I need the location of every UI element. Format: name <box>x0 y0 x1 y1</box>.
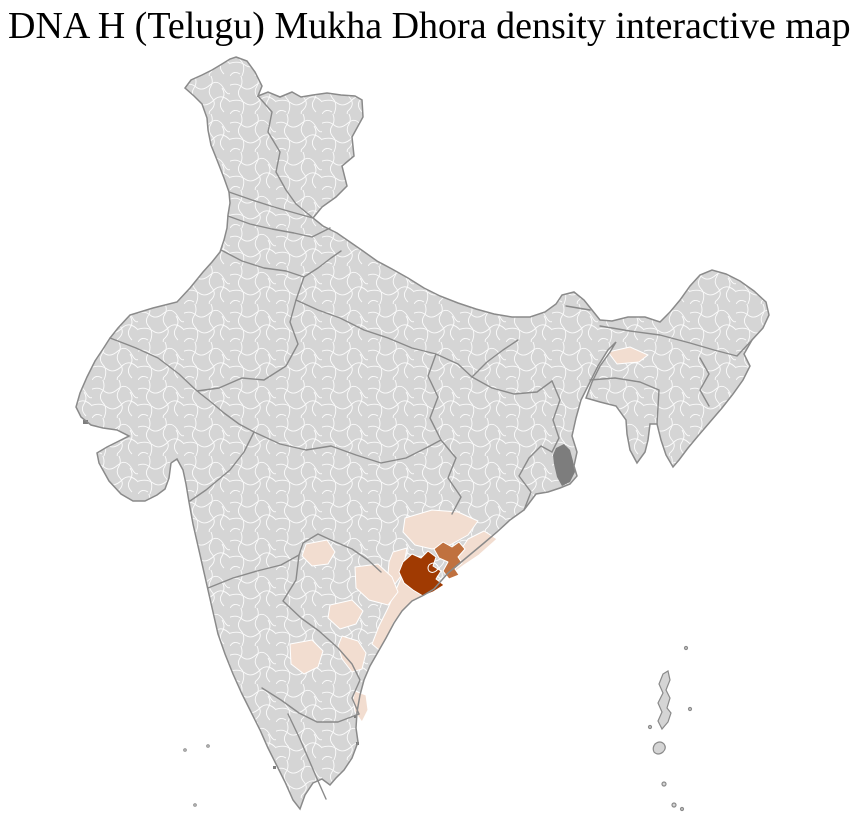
district-high-density[interactable] <box>398 550 445 597</box>
island[interactable] <box>657 670 672 731</box>
island[interactable] <box>687 706 693 712</box>
district-low-density[interactable] <box>354 563 399 606</box>
district-low-density[interactable] <box>402 509 479 550</box>
island[interactable] <box>183 748 187 752</box>
district-low-density[interactable] <box>607 346 649 365</box>
district-no-data[interactable] <box>83 420 88 424</box>
island[interactable] <box>206 744 210 748</box>
island[interactable] <box>671 802 677 808</box>
island[interactable] <box>652 741 666 755</box>
state-borders <box>109 95 753 800</box>
district-inner-boundary <box>427 562 442 580</box>
district-no-data[interactable] <box>553 444 575 486</box>
andaman-nicobar-islands[interactable] <box>647 645 693 812</box>
district-no-data[interactable] <box>273 766 276 769</box>
island[interactable] <box>661 781 667 787</box>
island[interactable] <box>679 806 685 812</box>
district-low-density[interactable] <box>327 599 364 630</box>
district-medium-density[interactable] <box>433 541 466 580</box>
island[interactable] <box>647 724 653 730</box>
lakshadweep-islands[interactable] <box>183 744 210 807</box>
district-low-density[interactable] <box>289 639 324 675</box>
island[interactable] <box>193 803 197 807</box>
page-title: DNA H (Telugu) Mukha Dhora density inter… <box>8 5 851 47</box>
district-no-data[interactable] <box>354 715 357 718</box>
island[interactable] <box>683 645 689 651</box>
district-low-density[interactable] <box>301 539 336 567</box>
district-low-density[interactable] <box>387 547 408 585</box>
